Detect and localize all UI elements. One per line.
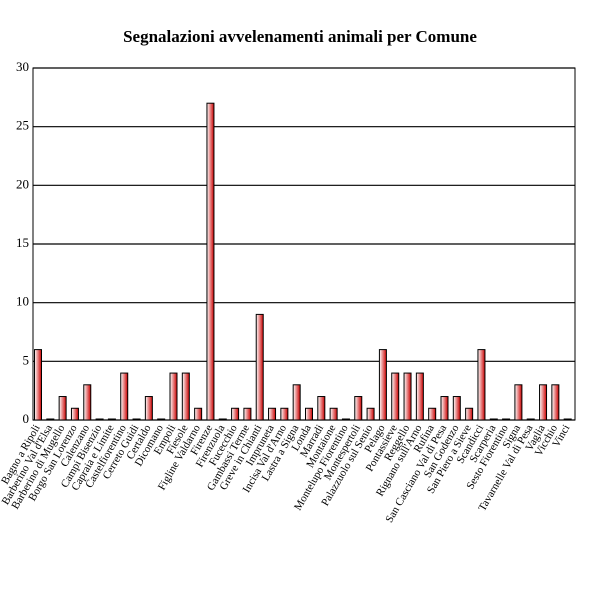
bar — [95, 418, 104, 421]
bar — [268, 407, 277, 421]
bar — [292, 384, 301, 421]
bar — [305, 407, 313, 421]
bar — [317, 396, 326, 421]
bar — [452, 396, 461, 421]
bar — [489, 418, 498, 421]
bar — [341, 418, 350, 421]
bar — [144, 396, 153, 421]
bar — [169, 372, 178, 421]
bar — [255, 313, 264, 421]
bar — [563, 418, 572, 421]
bar — [526, 418, 535, 421]
bar — [206, 102, 215, 421]
bar — [132, 418, 141, 421]
bar — [70, 407, 79, 421]
chart-title: Segnalazioni avvelenamenti animali per C… — [123, 27, 477, 46]
bar — [243, 407, 252, 421]
bar — [403, 372, 412, 421]
bar — [34, 349, 42, 421]
bar — [391, 372, 400, 421]
bar — [231, 407, 240, 421]
bar — [218, 418, 227, 421]
y-tick-label: 0 — [23, 411, 30, 426]
bar — [415, 372, 424, 421]
bar — [465, 407, 474, 421]
bar — [428, 407, 437, 421]
y-tick-label: 5 — [23, 352, 30, 367]
bar — [539, 384, 548, 421]
y-tick-label: 30 — [16, 59, 29, 74]
bar — [46, 418, 55, 421]
bar — [280, 407, 289, 421]
bar — [366, 407, 375, 421]
bar — [181, 372, 190, 421]
bar — [477, 349, 486, 421]
bar — [514, 384, 523, 421]
bar — [194, 407, 203, 421]
bar — [378, 349, 387, 421]
bar — [157, 418, 166, 421]
bar — [440, 396, 449, 421]
bar — [107, 418, 116, 421]
bar — [354, 396, 363, 421]
bar — [58, 396, 67, 421]
y-tick-label: 15 — [16, 235, 29, 250]
y-tick-label: 25 — [16, 118, 29, 133]
bar — [329, 407, 338, 421]
bar — [502, 418, 511, 421]
bar — [120, 372, 129, 421]
bar — [551, 384, 560, 421]
y-tick-label: 20 — [16, 176, 29, 191]
bar — [83, 384, 92, 421]
y-tick-label: 10 — [16, 294, 29, 309]
